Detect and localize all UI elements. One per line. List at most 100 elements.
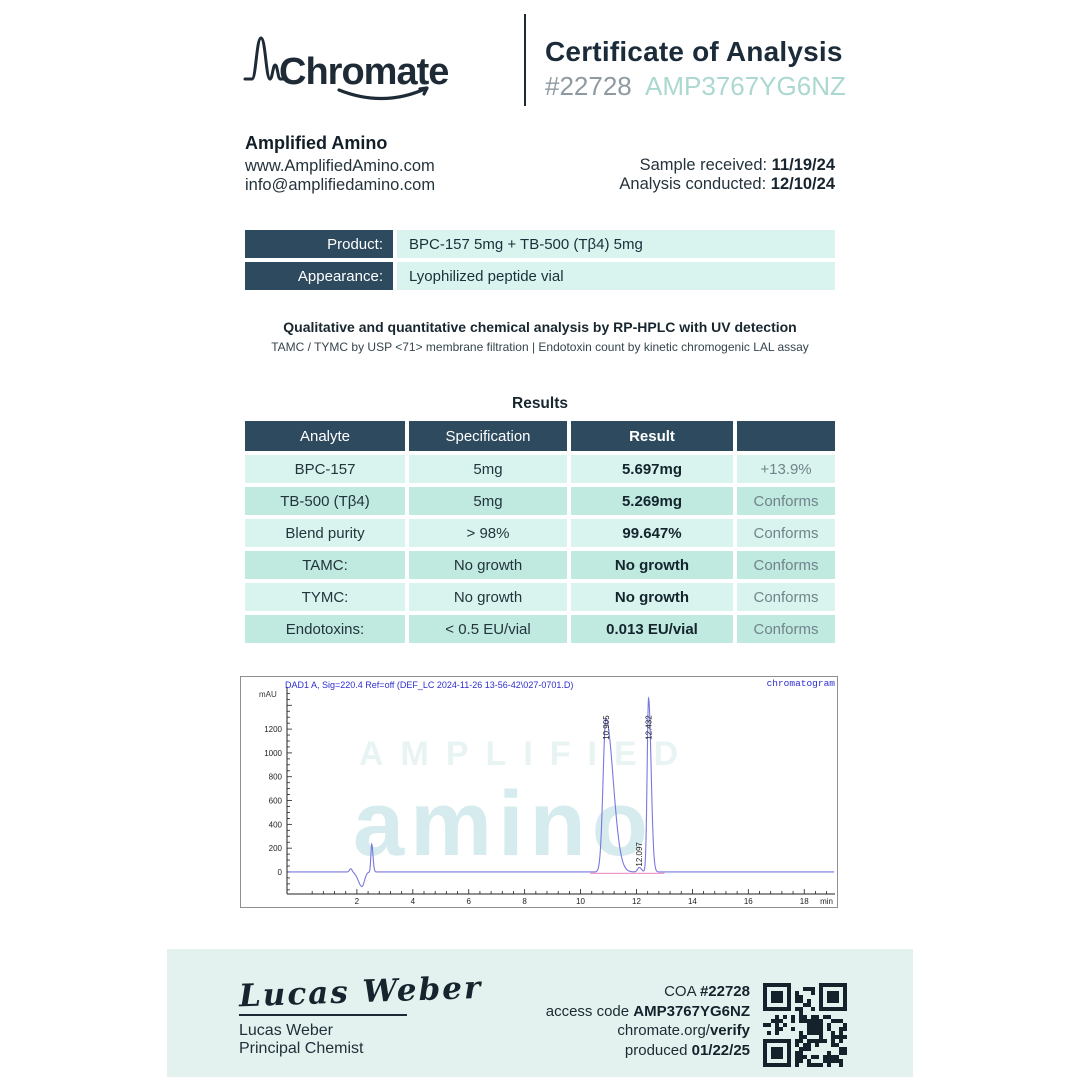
y-tick-label: 800 xyxy=(269,773,283,782)
cell-status: Conforms xyxy=(737,551,835,579)
y-tick-label: 400 xyxy=(269,820,283,829)
produced-label: produced xyxy=(624,1041,692,1059)
signature-block: Lucas Weber Lucas Weber Principal Chemis… xyxy=(238,970,488,1058)
col-header-status xyxy=(737,421,835,451)
access-label: access code xyxy=(545,1002,634,1020)
produced-line: produced 01/22/25 xyxy=(546,1041,750,1061)
client-name: Amplified Amino xyxy=(245,133,388,153)
produced-date: 01/22/25 xyxy=(691,1041,750,1059)
cell-spec: > 98% xyxy=(409,519,567,547)
brand-text: Chromate xyxy=(279,51,448,93)
cell-result: 0.013 EU/vial xyxy=(571,615,733,643)
signature-script: Lucas Weber xyxy=(238,969,483,1015)
results-table: Analyte Specification Result BPC-157 5mg 5… xyxy=(245,421,835,643)
appearance-value: Lyophilized peptide vial xyxy=(397,262,835,290)
chromatogram-corner-label: chromatogram xyxy=(766,678,835,689)
x-tick-label: 18 xyxy=(800,897,809,906)
product-info: Product: BPC-157 5mg + TB-500 (Tβ4) 5mg … xyxy=(245,230,835,294)
analysis-conducted-date: 12/10/24 xyxy=(770,175,835,193)
verify-block: COA #22728 access code AMP3767YG6NZ chro… xyxy=(546,982,750,1060)
cell-status: Conforms xyxy=(737,519,835,547)
cell-result: No growth xyxy=(571,551,733,579)
chromatogram-panel: AMPLIFIED amino mAU 0 200 400 600 800 1000 1200 2 4… xyxy=(240,676,838,908)
x-tick-label: 14 xyxy=(688,897,697,906)
sample-received-date: 11/19/24 xyxy=(771,156,835,174)
x-tick-label: 2 xyxy=(355,897,360,906)
qr-code xyxy=(763,983,847,1067)
cell-spec: No growth xyxy=(409,551,567,579)
methods-line1: Qualitative and quantitative chemical an… xyxy=(283,319,797,335)
chromatogram-title: DAD1 A, Sig=220.4 Ref=off (DEF_LC 2024-1… xyxy=(285,680,574,690)
x-tick-label: 16 xyxy=(744,897,753,906)
client-website: www.AmplifiedAmino.com xyxy=(245,157,435,175)
cell-result: No growth xyxy=(571,583,733,611)
cell-analyte: Blend purity xyxy=(245,519,405,547)
sample-received-label: Sample received: xyxy=(639,156,772,174)
client-block: Amplified Amino www.AmplifiedAmino.com i… xyxy=(245,134,435,195)
x-tick-label: 8 xyxy=(522,897,527,906)
cell-status: Conforms xyxy=(737,583,835,611)
signer-name: Lucas Weber xyxy=(239,1022,333,1039)
verify-host: chromate.org/ xyxy=(617,1022,710,1039)
watermark-amino: amino xyxy=(353,773,654,875)
title-block: Certificate of Analysis #22728 AMP3767YG… xyxy=(545,36,846,102)
cell-analyte: Endotoxins: xyxy=(245,615,405,643)
cell-status: Conforms xyxy=(737,487,835,515)
x-tick-label: 4 xyxy=(411,897,416,906)
chromate-logo: Chromate xyxy=(243,36,449,101)
y-tick-label: 600 xyxy=(269,797,283,806)
cell-spec: 5mg xyxy=(409,487,567,515)
x-tick-label: 12 xyxy=(632,897,641,906)
product-row: Product: BPC-157 5mg + TB-500 (Tβ4) 5mg xyxy=(245,230,835,258)
watermark-amplified: AMPLIFIED xyxy=(359,735,695,773)
cell-status: +13.9% xyxy=(737,455,835,483)
dates-block: Sample received: 11/19/24 Analysis condu… xyxy=(619,156,835,194)
chromatogram-trace xyxy=(289,696,835,888)
coa-number-footer: #22728 xyxy=(699,983,750,1000)
methods-line2: TAMC / TYMC by USP <71> membrane filtrat… xyxy=(271,340,809,354)
col-header-analyte: Analyte xyxy=(245,421,405,451)
cell-analyte: TB-500 (Tβ4) xyxy=(245,487,405,515)
chromatogram-peak-icon xyxy=(243,36,286,81)
verify-url-line: chromate.org/verify xyxy=(546,1021,750,1041)
y-tick-label: 1000 xyxy=(264,749,282,758)
peak-label: 12.432 xyxy=(645,715,654,740)
access-code-footer: AMP3767YG6NZ xyxy=(633,1002,750,1020)
col-header-specification: Specification xyxy=(409,421,567,451)
methods-block: Qualitative and quantitative chemical an… xyxy=(170,319,910,354)
access-code: AMP3767YG6NZ xyxy=(645,71,846,101)
cell-spec: 5mg xyxy=(409,455,567,483)
cell-result: 5.697mg xyxy=(571,455,733,483)
y-axis-label: mAU xyxy=(259,690,277,699)
certificate-id: #22728 AMP3767YG6NZ xyxy=(545,71,846,102)
smile-arrow-icon xyxy=(337,86,429,101)
cell-result: 5.269mg xyxy=(571,487,733,515)
x-axis-label: min xyxy=(820,897,833,906)
analysis-conducted-label: Analysis conducted: xyxy=(619,175,771,193)
appearance-label: Appearance: xyxy=(245,262,393,290)
x-tick-label: 10 xyxy=(576,897,585,906)
coa-label: COA xyxy=(664,983,700,1000)
coa-number: #22728 xyxy=(545,71,632,101)
access-line: access code AMP3767YG6NZ xyxy=(546,1002,750,1022)
y-tick-label: 200 xyxy=(269,844,283,853)
cell-spec: < 0.5 EU/vial xyxy=(409,615,567,643)
appearance-row: Appearance: Lyophilized peptide vial xyxy=(245,262,835,290)
header-divider xyxy=(524,14,526,106)
verify-path: verify xyxy=(709,1022,750,1039)
cell-analyte: BPC-157 xyxy=(245,455,405,483)
page-title: Certificate of Analysis xyxy=(545,36,843,67)
results-heading: Results xyxy=(512,395,568,412)
peak-label: 12.097 xyxy=(635,842,644,867)
y-tick-label: 1200 xyxy=(264,725,282,734)
peak-label: 10.905 xyxy=(602,715,611,740)
product-label: Product: xyxy=(245,230,393,258)
product-value: BPC-157 5mg + TB-500 (Tβ4) 5mg xyxy=(397,230,835,258)
cell-status: Conforms xyxy=(737,615,835,643)
col-header-result: Result xyxy=(571,421,733,451)
sample-received-line: Sample received: 11/19/24 xyxy=(619,156,835,175)
cell-analyte: TYMC: xyxy=(245,583,405,611)
client-email: info@amplifiedamino.com xyxy=(245,176,436,194)
cell-analyte: TAMC: xyxy=(245,551,405,579)
